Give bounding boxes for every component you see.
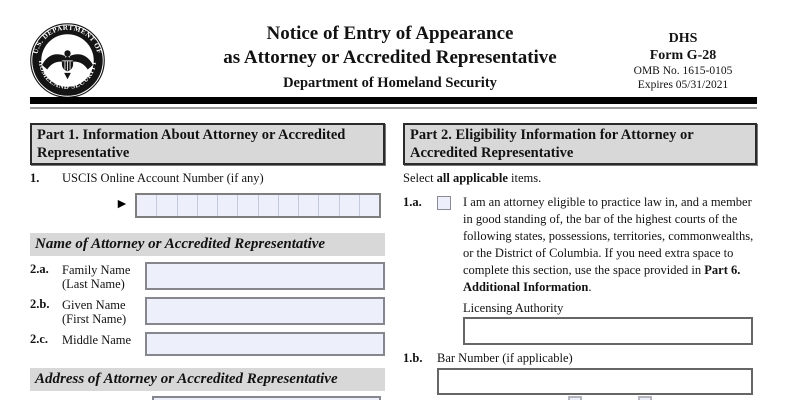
address-section-header: Address of Attorney or Accredited Repres… [30, 368, 385, 391]
given-name-input[interactable] [145, 297, 385, 325]
dhs-seal-logo: U.S. DEPARTMENT OF HOMELAND SECURITY [30, 23, 105, 98]
part1-column: Part 1. Information About Attorney or Ac… [30, 123, 385, 391]
form-title-block: Notice of Entry of Appearance as Attorne… [170, 22, 610, 92]
field-2b-label: Given Name (First Name) [62, 298, 127, 326]
form-id-block: DHS Form G-28 OMB No. 1615-0105 Expires … [608, 30, 758, 92]
item-1-number: 1. [30, 171, 40, 185]
account-digit-cell[interactable] [340, 195, 360, 216]
bar-number-label: Bar Number (if applicable) [437, 351, 573, 365]
account-digit-cell[interactable] [178, 195, 198, 216]
account-digit-cell[interactable] [137, 195, 158, 216]
form-subtitle: Department of Homeland Security [283, 75, 497, 91]
item-1a-text: I am an attorney eligible to practice la… [463, 195, 754, 294]
account-digit-cell[interactable] [157, 195, 178, 216]
item-1b-row: 1.b. Bar Number (if applicable) [403, 351, 757, 366]
account-digit-cell[interactable] [299, 195, 320, 216]
omb-number-label: OMB No. 1615-0105 [633, 65, 733, 77]
item-1c-am-checkbox-partial[interactable] [568, 396, 582, 400]
item-1-label: USCIS Online Account Number (if any) [62, 171, 264, 185]
field-2c-number: 2.c. [30, 332, 49, 346]
pointer-icon: ► [115, 197, 129, 212]
item-1a-row: 1.a. I am an attorney eligible to practi… [403, 194, 757, 296]
item-1a-number: 1.a. [403, 195, 422, 209]
item-1c-am-not-checkbox-partial[interactable] [638, 396, 652, 400]
part1-header: Part 1. Information About Attorney or Ac… [30, 123, 385, 165]
licensing-authority-label: Licensing Authority [463, 301, 564, 315]
form-number-label: Form G-28 [649, 48, 717, 63]
uscis-account-number-row: ► [30, 193, 385, 221]
attorney-eligible-checkbox[interactable] [437, 196, 451, 210]
middle-name-row: 2.c. Middle Name [30, 332, 385, 356]
field-2a-number: 2.a. [30, 262, 49, 276]
header-divider-line [30, 107, 757, 109]
licensing-authority-input[interactable] [463, 317, 753, 345]
account-digit-cell[interactable] [279, 195, 299, 216]
form-title-line1: Notice of Entry of Appearance [266, 23, 514, 44]
street-number-input-partial[interactable] [152, 396, 381, 400]
family-name-input[interactable] [145, 262, 385, 290]
account-digit-cell[interactable] [198, 195, 218, 216]
part2-header: Part 2. Eligibility Information for Atto… [403, 123, 757, 165]
part2-column: Part 2. Eligibility Information for Atto… [403, 123, 757, 395]
uscis-account-number-input[interactable] [135, 193, 381, 218]
account-digit-cell[interactable] [218, 195, 239, 216]
field-2c-label: Middle Name [62, 333, 132, 347]
account-digit-cell[interactable] [360, 195, 379, 216]
account-digit-cell[interactable] [238, 195, 259, 216]
middle-name-input[interactable] [145, 332, 385, 356]
field-2b-number: 2.b. [30, 297, 50, 311]
given-name-row: 2.b. Given Name (First Name) [30, 297, 385, 326]
name-section-header: Name of Attorney or Accredited Represent… [30, 233, 385, 256]
form-title-line2: as Attorney or Accredited Representative [223, 47, 557, 68]
part2-instruction: Select all applicable items. [403, 171, 542, 185]
field-2a-label: Family Name (Last Name) [62, 263, 131, 291]
account-digit-cell[interactable] [259, 195, 279, 216]
family-name-row: 2.a. Family Name (Last Name) [30, 262, 385, 291]
item-1-row: 1. USCIS Online Account Number (if any) [30, 171, 385, 186]
expires-label: Expires 05/31/2021 [637, 79, 729, 91]
bar-number-input[interactable] [437, 368, 753, 395]
header-divider-bar [30, 97, 757, 104]
item-1b-number: 1.b. [403, 351, 423, 365]
account-digit-cell[interactable] [319, 195, 340, 216]
agency-label: DHS [668, 31, 698, 46]
